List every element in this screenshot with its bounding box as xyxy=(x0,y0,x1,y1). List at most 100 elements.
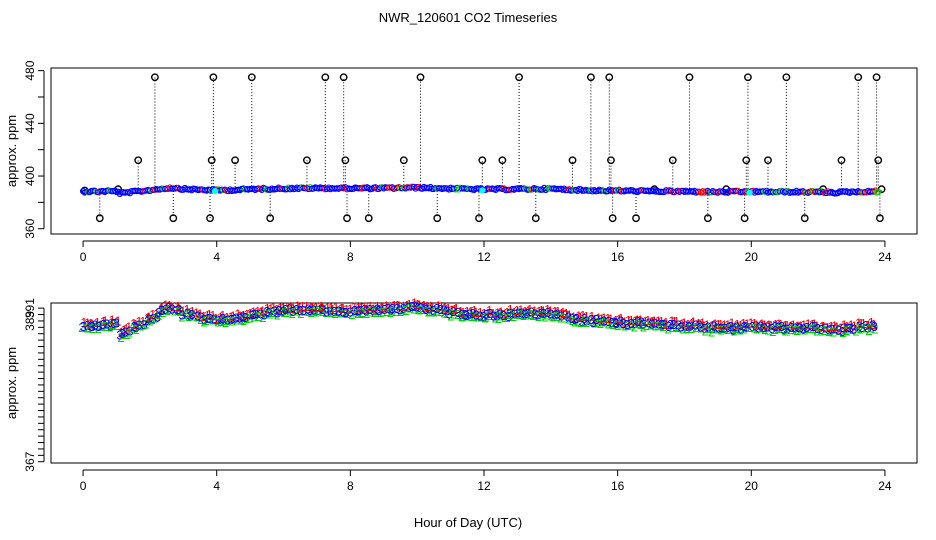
bottom-marker-1: 1 xyxy=(598,312,605,327)
bottom-marker-1: 1 xyxy=(851,319,858,334)
bottom-marker-2: 2 xyxy=(343,306,350,321)
bottom-marker-1: 1 xyxy=(477,305,484,320)
bottom-marker-3: 3 xyxy=(490,309,497,324)
bottom-marker-1: 1 xyxy=(258,304,265,319)
bottom-marker-3: 3 xyxy=(682,319,689,334)
bottom-marker-1: 1 xyxy=(489,306,496,321)
bottom-marker-3: 3 xyxy=(493,309,500,324)
bottom-marker-2: 2 xyxy=(431,305,438,320)
bottom-marker-3: 3 xyxy=(783,322,790,337)
top-highlight-point xyxy=(211,188,219,195)
bottom-marker-2: 2 xyxy=(126,325,133,340)
bottom-marker-3: 3 xyxy=(265,305,272,320)
bottom-marker-1: 1 xyxy=(267,302,274,317)
bottom-marker-2: 2 xyxy=(323,305,330,320)
bottom-marker-3: 3 xyxy=(463,308,470,323)
bottom-marker-3: 3 xyxy=(248,307,255,322)
bottom-marker-3: 3 xyxy=(755,321,762,336)
bottom-marker-3: 3 xyxy=(228,312,235,327)
bottom-marker-2: 2 xyxy=(553,309,560,324)
bottom-marker-1: 1 xyxy=(805,317,812,332)
bottom-marker-2: 2 xyxy=(117,330,124,345)
bottom-marker-1: 1 xyxy=(503,305,510,320)
bottom-marker-2: 2 xyxy=(586,314,593,329)
bottom-marker-2: 2 xyxy=(524,308,531,323)
bottom-marker-2: 2 xyxy=(473,309,480,324)
bottom-marker-3: 3 xyxy=(581,311,588,326)
bottom-marker-3: 3 xyxy=(634,314,641,329)
bottom-marker-2: 2 xyxy=(109,317,116,332)
top-y-tick-label: 480 xyxy=(23,60,37,80)
bottom-marker-2: 2 xyxy=(357,306,364,321)
bottom-marker-3: 3 xyxy=(828,321,835,336)
bottom-marker-1: 1 xyxy=(721,317,728,332)
bottom-marker-3: 3 xyxy=(583,313,590,328)
bottom-marker-1: 1 xyxy=(453,301,460,316)
bottom-marker-3: 3 xyxy=(126,324,133,339)
top-flag-point xyxy=(872,73,881,82)
bottom-marker-1: 1 xyxy=(595,310,602,325)
bottom-marker-2: 2 xyxy=(495,311,502,326)
bottom-marker-2: 2 xyxy=(137,319,144,334)
bottom-marker-1: 1 xyxy=(189,304,196,319)
bottom-marker-3: 3 xyxy=(675,317,682,332)
bottom-marker-1: 1 xyxy=(347,301,354,316)
top-flag-point xyxy=(764,156,772,165)
bottom-marker-3: 3 xyxy=(84,318,91,333)
bottom-marker-2: 2 xyxy=(581,314,588,329)
bottom-marker-2: 2 xyxy=(518,307,525,322)
bottom-marker-1: 1 xyxy=(149,307,156,322)
bottom-marker-2: 2 xyxy=(123,327,130,342)
bottom-marker-2: 2 xyxy=(753,321,760,336)
bottom-marker-1: 1 xyxy=(650,313,657,328)
bottom-marker-3: 3 xyxy=(275,303,282,318)
bottom-marker-3: 3 xyxy=(206,311,213,326)
bottom-marker-2: 2 xyxy=(535,309,542,324)
bottom-marker-1: 1 xyxy=(695,316,702,331)
bottom-marker-2: 2 xyxy=(220,313,227,328)
bottom-marker-3: 3 xyxy=(590,315,597,330)
bottom-marker-1: 1 xyxy=(521,304,528,319)
bottom-marker-2: 2 xyxy=(425,305,432,320)
bottom-marker-2: 2 xyxy=(643,318,650,333)
bottom-marker-3: 3 xyxy=(354,303,361,318)
bottom-marker-1: 1 xyxy=(145,309,152,324)
bottom-marker-1: 1 xyxy=(157,302,164,317)
bottom-marker-2: 2 xyxy=(383,304,390,319)
bottom-marker-2: 2 xyxy=(277,304,284,319)
bottom-marker-2: 2 xyxy=(262,307,269,322)
bottom-marker-1: 1 xyxy=(144,311,151,326)
top-x-tick-label: 8 xyxy=(347,250,354,264)
bottom-marker-1: 1 xyxy=(615,312,622,327)
bottom-marker-1: 1 xyxy=(351,299,358,314)
bottom-marker-3: 3 xyxy=(293,302,300,317)
bottom-marker-1: 1 xyxy=(731,319,738,334)
bottom-marker-1: 1 xyxy=(819,319,826,334)
bottom-marker-1: 1 xyxy=(423,299,430,314)
bottom-marker-2: 2 xyxy=(458,309,465,324)
bottom-marker-3: 3 xyxy=(505,309,512,324)
bottom-marker-1: 1 xyxy=(678,316,685,331)
bottom-marker-1: 1 xyxy=(865,317,872,332)
bottom-marker-1: 1 xyxy=(724,317,731,332)
bottom-marker-1: 1 xyxy=(575,308,582,323)
bottom-marker-3: 3 xyxy=(588,312,595,327)
bottom-marker-2: 2 xyxy=(214,314,221,329)
bottom-marker-1: 1 xyxy=(230,309,237,324)
bottom-marker-2: 2 xyxy=(177,304,184,319)
bottom-marker-3: 3 xyxy=(408,299,415,314)
bottom-marker-1: 1 xyxy=(767,318,774,333)
bottom-marker-2: 2 xyxy=(229,313,236,328)
bottom-marker-3: 3 xyxy=(351,303,358,318)
bottom-marker-2: 2 xyxy=(617,316,624,331)
bottom-marker-2: 2 xyxy=(730,324,737,339)
bottom-marker-1: 1 xyxy=(166,298,173,313)
bottom-marker-1: 1 xyxy=(747,316,754,331)
bottom-marker-2: 2 xyxy=(682,321,689,336)
bottom-marker-1: 1 xyxy=(339,301,346,316)
bottom-marker-1: 1 xyxy=(663,317,670,332)
bottom-marker-1: 1 xyxy=(406,297,413,312)
bottom-marker-3: 3 xyxy=(743,320,750,335)
bottom-marker-2: 2 xyxy=(165,302,172,317)
bottom-marker-2: 2 xyxy=(694,320,701,335)
